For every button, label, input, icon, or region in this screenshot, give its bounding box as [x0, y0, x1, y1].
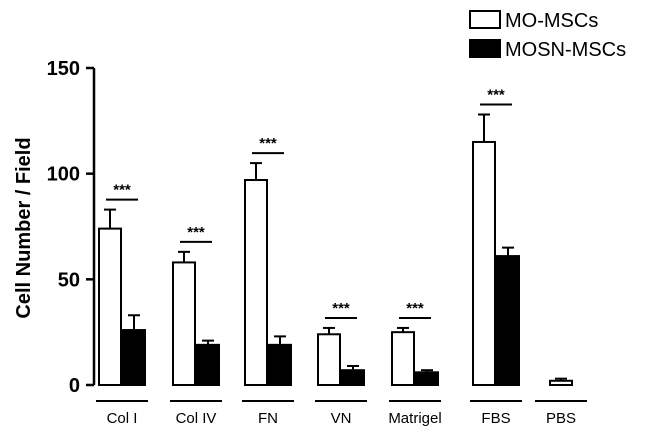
legend-swatch-mosn-mscs: [469, 39, 501, 58]
significance-label-matrigel: ***: [406, 300, 424, 317]
plot-area: 0 50 100 150 Col I *** Col IV *** FN *** VN *** Matr…: [47, 58, 587, 427]
y-axis-label: Cell Number / Field: [13, 137, 35, 318]
significance-label-col-iv: ***: [187, 224, 205, 241]
significance-label-fn: ***: [259, 135, 277, 152]
bar-mosn-mscs-col-i: [122, 329, 146, 387]
significance-label-fbs: ***: [487, 86, 505, 103]
category-label-col-iv: Col IV: [176, 410, 217, 427]
bar-mosn-mscs-matrigel: [415, 371, 439, 387]
bar-mo-mscs-matrigel: [391, 331, 415, 386]
category-label-fbs: FBS: [481, 410, 510, 427]
chart-legend: MO-MSCs MOSN-MSCs: [469, 10, 626, 61]
bar-mo-mscs-vn: [317, 333, 341, 386]
bar-mo-mscs-fn: [244, 179, 268, 386]
bar-mosn-mscs-fbs: [496, 255, 520, 386]
y-tick-label: 50: [58, 269, 80, 291]
significance-label-vn: ***: [332, 300, 350, 317]
y-tick-label: 150: [47, 58, 80, 80]
bar-mosn-mscs-col-iv: [196, 343, 220, 387]
bar-mo-mscs-pbs: [549, 379, 573, 387]
y-tick-label: 0: [69, 375, 80, 397]
legend-swatch-mo-mscs: [469, 10, 501, 29]
category-label-fn: FN: [258, 410, 278, 427]
bar-mo-mscs-col-i: [98, 227, 122, 386]
category-label-pbs: PBS: [546, 410, 576, 427]
bar-mosn-mscs-fn: [268, 343, 292, 387]
bar-mosn-mscs-vn: [341, 369, 365, 386]
bar-mo-mscs-fbs: [472, 140, 496, 386]
category-label-col-i: Col I: [107, 410, 138, 427]
bar-mo-mscs-col-iv: [172, 261, 196, 386]
legend-label-mosn-mscs: MOSN-MSCs: [505, 39, 626, 61]
category-label-matrigel: Matrigel: [388, 410, 441, 427]
significance-label-col-i: ***: [113, 182, 131, 199]
legend-label-mo-mscs: MO-MSCs: [505, 10, 598, 32]
category-label-vn: VN: [331, 410, 352, 427]
y-tick-label: 100: [47, 164, 80, 186]
